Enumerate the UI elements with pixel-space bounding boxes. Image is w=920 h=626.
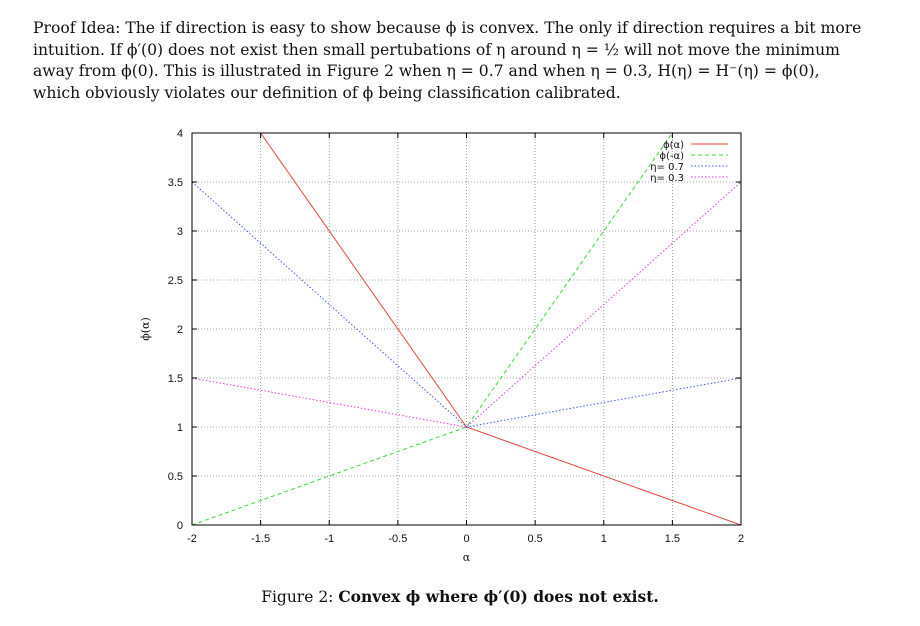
y-axis-label: ϕ(α) <box>139 317 152 341</box>
legend-label-2: ϕ(-α) <box>659 151 684 162</box>
x-tick-label: 0 <box>463 533 469 545</box>
y-tick-label: 0.5 <box>168 471 183 483</box>
caption-bold-text: Convex ϕ where ϕ′(0) does not exist. <box>338 587 659 606</box>
x-tick-label: 2 <box>738 533 744 545</box>
x-tick-label: 0.5 <box>527 533 542 545</box>
proof-paragraph: Proof Idea: The if direction is easy to … <box>33 18 862 104</box>
y-tick-label: 1.5 <box>168 373 183 385</box>
series-line-2 <box>192 133 673 525</box>
figure-caption: Figure 2: Convex ϕ where ϕ′(0) does not … <box>0 587 920 606</box>
legend-label-4: η= 0.3 <box>650 173 684 184</box>
y-tick-label: 0 <box>177 520 183 532</box>
x-tick-label: -0.5 <box>388 533 407 545</box>
legend-label-3: η= 0.7 <box>650 162 684 173</box>
x-axis-label: α <box>463 551 471 564</box>
x-tick-label: -1.5 <box>251 533 270 545</box>
y-tick-label: 2.5 <box>168 275 183 287</box>
paragraph-line-4: which obviously violates our definition … <box>33 83 621 102</box>
y-tick-label: 3.5 <box>168 177 183 189</box>
series-line-3 <box>192 181 741 428</box>
y-tick-label: 2 <box>177 324 183 336</box>
y-tick-label: 1 <box>177 422 183 434</box>
x-tick-label: 1.5 <box>665 533 680 545</box>
x-tick-label: 1 <box>601 533 607 545</box>
y-tick-label: 4 <box>177 128 183 140</box>
x-tick-label: -2 <box>187 533 197 545</box>
caption-prefix: Figure 2: <box>261 588 339 606</box>
legend-label-1: ϕ(α) <box>663 140 684 151</box>
paragraph-line-1: Proof Idea: The if direction is easy to … <box>33 19 862 37</box>
paragraph-line-2: intuition. If ϕ′(0) does not exist then … <box>33 40 840 59</box>
y-tick-label: 3 <box>177 226 183 238</box>
paragraph-line-3: away from ϕ(0). This is illustrated in F… <box>33 62 820 80</box>
x-tick-label: -1 <box>324 533 334 545</box>
